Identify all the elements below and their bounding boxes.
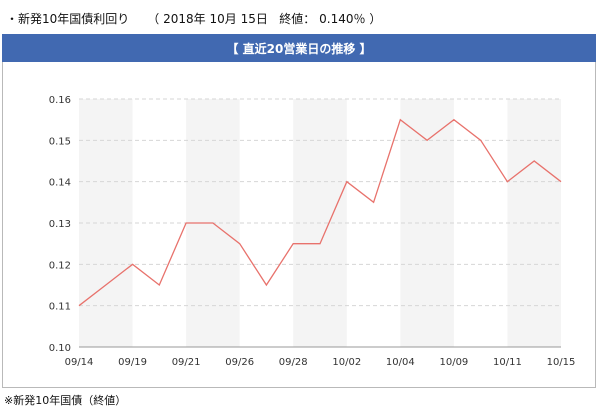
x-tick-label-7: 10/09 bbox=[439, 357, 468, 368]
x-tick-label-5: 10/02 bbox=[332, 357, 361, 368]
y-tick-label-4: 0.14 bbox=[49, 178, 71, 189]
y-tick-label-2: 0.12 bbox=[49, 260, 71, 271]
x-tick-label-9: 10/15 bbox=[547, 357, 576, 368]
series-line bbox=[78, 118, 562, 307]
x-tick-label-1: 09/19 bbox=[118, 357, 147, 368]
chart-container: 0.10 0.11 0.12 0.13 0.14 0.15 0.16 09/14 09/19 09… bbox=[2, 62, 596, 388]
y-tick-label-1: 0.11 bbox=[49, 302, 71, 313]
footnote: ※新発10年国債（終値） bbox=[4, 394, 127, 407]
x-tick-label-2: 09/21 bbox=[172, 357, 201, 368]
section-title: 【 直近20営業日の推移 】 bbox=[226, 41, 372, 56]
x-tick-label-3: 09/26 bbox=[225, 357, 254, 368]
header-prefix: ・新発10年国債利回り bbox=[6, 12, 130, 26]
x-tick-label-8: 10/11 bbox=[493, 357, 522, 368]
y-tick-label-5: 0.15 bbox=[49, 136, 71, 147]
y-tick-label-6: 0.16 bbox=[49, 95, 71, 106]
x-tick-label-0: 09/14 bbox=[65, 357, 94, 368]
header-close-paren: ） bbox=[369, 12, 382, 26]
y-tick-label-0: 0.10 bbox=[49, 343, 71, 354]
header-date: 2018年 10月 15日 bbox=[163, 12, 268, 26]
header-line: ・新発10年国債利回り （ 2018年 10月 15日 終値： 0.140％ ） bbox=[6, 10, 381, 27]
line-chart: 0.10 0.11 0.12 0.13 0.14 0.15 0.16 09/14 09/19 09… bbox=[49, 95, 576, 368]
section-title-band: 【 直近20営業日の推移 】 bbox=[2, 34, 596, 62]
header-close-value: 0.140％ bbox=[319, 12, 366, 26]
header-open-paren: （ bbox=[147, 12, 160, 26]
y-tick-label-3: 0.13 bbox=[49, 219, 71, 230]
x-tick-label-4: 09/28 bbox=[279, 357, 308, 368]
x-tick-label-6: 10/04 bbox=[386, 357, 415, 368]
header-close-label: 終値： bbox=[279, 12, 316, 26]
